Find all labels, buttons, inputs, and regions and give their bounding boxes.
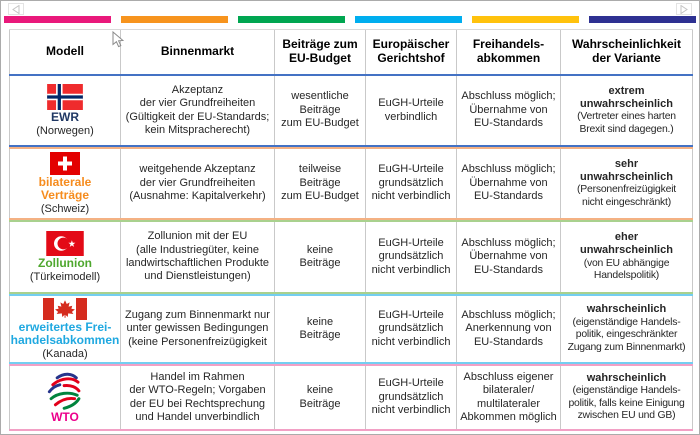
model-cell-tuerkei: Zollunion (Türkeimodell) bbox=[9, 222, 121, 292]
probability-label: wahrscheinlich bbox=[586, 303, 667, 316]
model-name: Zollunion bbox=[38, 256, 92, 271]
cell-gerichtshof: EuGH-Urteile grundsätzlich nicht verbind… bbox=[366, 296, 457, 362]
header-binnenmarkt: Binnenmarkt bbox=[121, 30, 275, 74]
model-name: erweitertes Frei- handelsabkommen bbox=[10, 320, 120, 348]
cell-wahrscheinlichkeit: eher unwahrscheinlich (von EU abhängige … bbox=[561, 222, 693, 292]
cell-wahrscheinlichkeit: extrem unwahrscheinlich (Vertreter eines… bbox=[561, 76, 693, 145]
probability-label: eher unwahrscheinlich bbox=[580, 231, 673, 257]
turkey-flag bbox=[46, 231, 84, 257]
probability-note: (eigenständige Handels- politik, eingesc… bbox=[567, 316, 686, 353]
header-wahrscheinlichkeit: Wahrscheinlichkeit der Variante bbox=[561, 30, 693, 74]
cell-gerichtshof: EuGH-Urteile grundsätzlich nicht verbind… bbox=[366, 222, 457, 292]
cell-binnenmarkt: Zugang zum Binnenmarkt nur unter gewisse… bbox=[121, 296, 275, 362]
cell-gerichtshof: EuGH-Urteile verbindlich bbox=[366, 76, 457, 145]
probability-note: (Vertreter eines harten Brexit sind dage… bbox=[577, 111, 676, 135]
model-name: WTO bbox=[51, 410, 79, 425]
probability-note: (von EU abhängige Handelspolitik) bbox=[583, 257, 670, 282]
table-row-kanada: erweitertes Frei- handelsabkommen (Kanad… bbox=[9, 294, 693, 364]
table-header-row: Modell Binnenmarkt Beiträge zum EU-Budge… bbox=[9, 29, 693, 74]
norway-flag bbox=[46, 84, 84, 111]
cell-gerichtshof: EuGH-Urteile grundsätzlich nicht verbind… bbox=[366, 366, 457, 429]
brexit-models-table: Modell Binnenmarkt Beiträge zum EU-Budge… bbox=[9, 29, 693, 431]
model-cell-kanada: erweitertes Frei- handelsabkommen (Kanad… bbox=[9, 296, 121, 362]
model-cell-ewr: EWR (Norwegen) bbox=[9, 76, 121, 145]
next-slide-button[interactable] bbox=[676, 3, 692, 15]
header-gerichtshof: Europäischer Gerichtshof bbox=[366, 30, 457, 74]
chevron-left-icon bbox=[12, 4, 20, 14]
decoration-bar-cyan bbox=[355, 16, 462, 23]
switzerland-flag bbox=[50, 152, 80, 176]
decoration-color-bars bbox=[4, 16, 696, 23]
probability-label: sehr unwahrscheinlich bbox=[580, 157, 673, 183]
previous-slide-button[interactable] bbox=[8, 3, 24, 15]
canada-flag bbox=[43, 298, 87, 321]
table-row-ewr: EWR (Norwegen) Akzeptanz der vier Grundf… bbox=[9, 74, 693, 147]
cell-freihandel: Abschluss möglich; Übernahme von EU-Stan… bbox=[457, 76, 561, 145]
table-row-wto: WTO Handel im Rahmen der WTO-Regeln; Vor… bbox=[9, 364, 693, 431]
cell-eu-budget: keine Beiträge bbox=[275, 296, 366, 362]
model-cell-wto: WTO bbox=[9, 366, 121, 429]
model-name: EWR bbox=[51, 110, 79, 125]
cell-wahrscheinlichkeit: wahrscheinlich (eigenständige Handels- p… bbox=[561, 366, 693, 429]
cell-freihandel: Abschluss eigener bilateraler/ multilate… bbox=[457, 366, 561, 429]
decoration-bar-green bbox=[238, 16, 345, 23]
cell-wahrscheinlichkeit: sehr unwahrscheinlich (Personenfreizügig… bbox=[561, 149, 693, 218]
cell-eu-budget: teilweise Beiträge zum EU-Budget bbox=[275, 149, 366, 218]
probability-label: extrem unwahrscheinlich bbox=[580, 84, 673, 110]
model-subtitle: (Türkeimodell) bbox=[29, 270, 101, 283]
model-subtitle: (Schweiz) bbox=[40, 202, 90, 215]
decoration-bar-pink bbox=[4, 16, 111, 23]
wto-logo bbox=[41, 370, 89, 411]
cell-eu-budget: keine Beiträge bbox=[275, 222, 366, 292]
cell-freihandel: Abschluss möglich; Übernahme von EU-Stan… bbox=[457, 149, 561, 218]
probability-label: wahrscheinlich bbox=[586, 371, 667, 384]
header-freihandel: Freihandels- abkommen bbox=[457, 30, 561, 74]
model-subtitle: (Norwegen) bbox=[36, 124, 94, 137]
header-eu-budget: Beiträge zum EU-Budget bbox=[275, 30, 366, 74]
decoration-bar-orange bbox=[121, 16, 228, 23]
cell-wahrscheinlichkeit: wahrscheinlich (eigenständige Handels- p… bbox=[561, 296, 693, 362]
cell-binnenmarkt: weitgehende Akzeptanz der vier Grundfrei… bbox=[121, 149, 275, 218]
cell-freihandel: Abschluss möglich; Übernahme von EU-Stan… bbox=[457, 222, 561, 292]
model-subtitle: (Kanada) bbox=[42, 347, 88, 360]
probability-note: (Personenfreizügigkeit nicht eingeschrän… bbox=[577, 184, 676, 208]
table-row-tuerkei: Zollunion (Türkeimodell) Zollunion mit d… bbox=[9, 220, 693, 294]
model-name: bilaterale Verträge bbox=[38, 175, 92, 203]
decoration-bar-yellow bbox=[472, 16, 579, 23]
cell-gerichtshof: EuGH-Urteile grundsätzlich nicht verbind… bbox=[366, 149, 457, 218]
cell-eu-budget: keine Beiträge bbox=[275, 366, 366, 429]
cell-freihandel: Abschluss möglich; Anerkennung von EU-St… bbox=[457, 296, 561, 362]
model-cell-schweiz: bilaterale Verträge (Schweiz) bbox=[9, 149, 121, 218]
probability-note: (eigenständige Handels- politik, falls k… bbox=[568, 385, 685, 422]
cell-binnenmarkt: Handel im Rahmen der WTO-Regeln; Vorgabe… bbox=[121, 366, 275, 429]
cell-binnenmarkt: Zollunion mit der EU (alle Industriegüte… bbox=[121, 222, 275, 292]
cell-eu-budget: wesentliche Beiträge zum EU-Budget bbox=[275, 76, 366, 145]
cell-binnenmarkt: Akzeptanz der vier Grundfreiheiten (Gült… bbox=[121, 76, 275, 145]
table-row-schweiz: bilaterale Verträge (Schweiz) weitgehend… bbox=[9, 147, 693, 220]
decoration-bar-blue bbox=[589, 16, 696, 23]
header-modell: Modell bbox=[9, 30, 121, 74]
chevron-right-icon bbox=[680, 4, 688, 14]
